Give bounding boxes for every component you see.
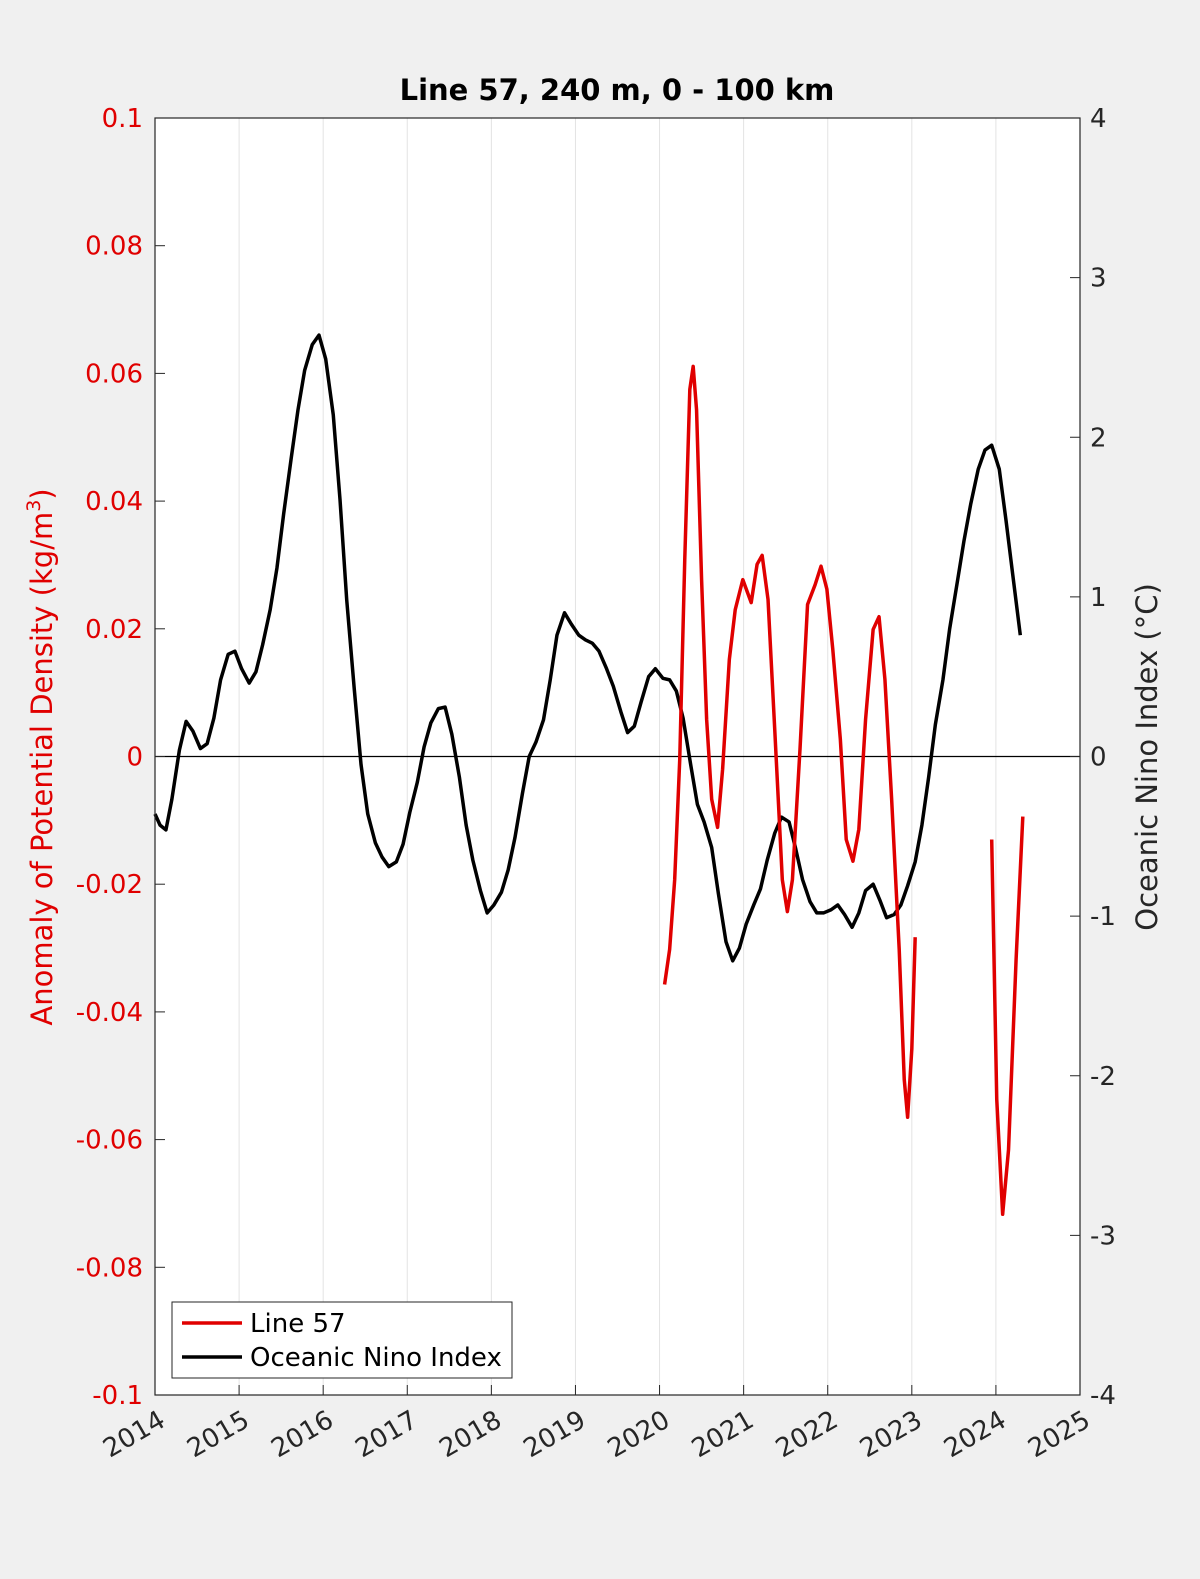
y-tick-label: 0.02 [85, 615, 143, 645]
x-tick-label: 2021 [687, 1405, 759, 1464]
grid [154, 118, 1081, 1395]
lines [153, 333, 1025, 1217]
x-tick-label: 2014 [98, 1405, 170, 1464]
legend-box [171, 1301, 513, 1379]
y-label-text: Anomaly of Potential Density (kg/m [25, 512, 59, 1026]
x-tick-label: 2017 [350, 1405, 422, 1464]
chart-title: Line 57, 240 m, 0 - 100 km [400, 73, 835, 107]
x-tick-label: 2018 [435, 1405, 507, 1464]
y-tick-label: 0.04 [85, 487, 143, 517]
y-tick-label: 0.1 [102, 104, 143, 134]
series-line [153, 333, 1023, 963]
x-tick-label: 2025 [1023, 1405, 1095, 1464]
series-line [662, 364, 1025, 1217]
y-axis-label: Anomaly of Potential Density (kg/m3) [23, 488, 59, 1025]
y-tick-label: -0.04 [76, 998, 143, 1028]
y-tick-label: -0.02 [76, 870, 143, 900]
x-tick-label: 2022 [771, 1405, 843, 1464]
y2-tick-label: 0 [1090, 743, 1107, 773]
y-tick-label: -0.06 [76, 1126, 143, 1156]
x-tick-label: 2020 [603, 1405, 675, 1464]
y-tick-label: 0.06 [85, 359, 143, 389]
x-tick-label: 2015 [182, 1405, 254, 1464]
y2-tick-label: 1 [1090, 583, 1107, 613]
x-tick-label: 2024 [939, 1405, 1011, 1464]
y2-tick-label: 4 [1090, 104, 1107, 134]
x-tick-label: 2019 [519, 1405, 591, 1464]
legend: Line 57 Oceanic Nino Index [171, 1301, 513, 1379]
y-label-end: ) [25, 488, 59, 499]
y2-tick-label: -2 [1090, 1062, 1116, 1092]
legend-label: Line 57 [250, 1309, 346, 1339]
y2-tick-label: -3 [1090, 1221, 1116, 1251]
y-tick-label: 0.08 [85, 232, 143, 262]
y-label-sup: 3 [23, 500, 45, 512]
y2-tick-label: 2 [1090, 423, 1107, 453]
y-tick-label: 0 [126, 743, 143, 773]
y-tick-label: -0.08 [76, 1253, 143, 1283]
legend-label: Oceanic Nino Index [250, 1343, 502, 1373]
y2-tick-label: -4 [1090, 1381, 1116, 1411]
y2-tick-label: 3 [1090, 264, 1107, 294]
y-tick-label: -0.1 [92, 1381, 143, 1411]
x-tick-label: 2023 [855, 1405, 927, 1464]
y2-axis-label: Oceanic Nino Index (°C) [1130, 583, 1164, 931]
y2-tick-label: -1 [1090, 902, 1116, 932]
x-tick-label: 2016 [266, 1405, 338, 1464]
